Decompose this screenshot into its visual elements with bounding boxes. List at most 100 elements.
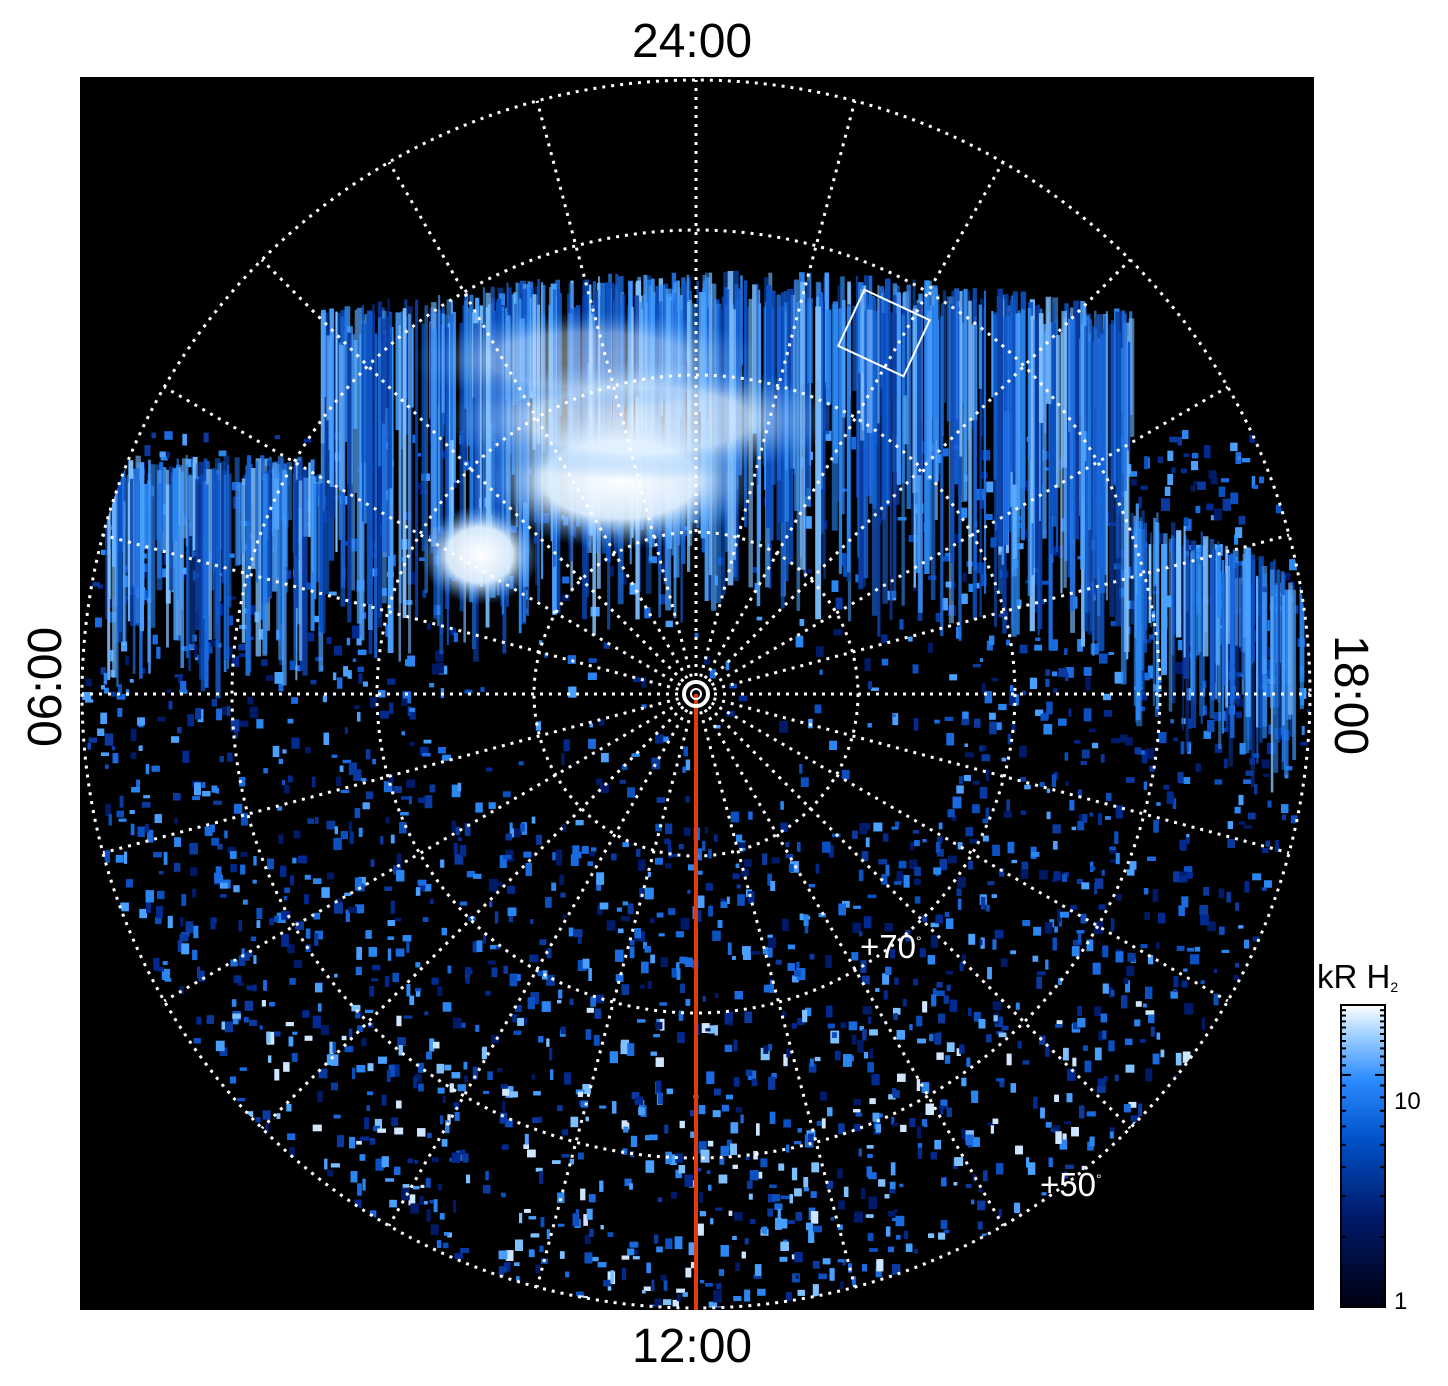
- noise-pixel: [1071, 946, 1080, 957]
- noise-pixel: [442, 1002, 452, 1012]
- noise-pixel: [485, 991, 491, 996]
- aurora-strand: [247, 455, 252, 673]
- noise-pixel: [523, 851, 532, 858]
- meridian-line: [712, 697, 1290, 855]
- noise-pixel: [1213, 712, 1222, 721]
- noise-pixel: [721, 1104, 730, 1112]
- aurora-strand: [852, 305, 858, 391]
- noise-pixel: [475, 1024, 480, 1032]
- aurora-strand: [303, 477, 309, 537]
- noise-pixel: [292, 1031, 298, 1035]
- noise-pixel: [1128, 1101, 1137, 1108]
- noise-pixel: [632, 1256, 640, 1260]
- noise-pixel: [1179, 839, 1187, 850]
- noise-pixel: [402, 691, 412, 704]
- noise-pixel: [1006, 1053, 1012, 1066]
- noise-pixel: [891, 826, 899, 830]
- noise-pixel: [185, 921, 194, 933]
- noise-pixel: [540, 1217, 545, 1228]
- noise-pixel: [754, 582, 758, 594]
- noise-pixel: [1051, 774, 1056, 787]
- noise-pixel: [1197, 481, 1206, 490]
- noise-pixel: [796, 961, 800, 970]
- noise-pixel: [888, 1094, 896, 1100]
- noise-pixel: [1207, 921, 1216, 932]
- noise-pixel: [946, 1107, 952, 1117]
- aurora-strand: [206, 469, 212, 640]
- noise-pixel: [1213, 993, 1219, 1006]
- noise-pixel: [343, 666, 348, 677]
- noise-pixel: [415, 988, 422, 992]
- noise-pixel: [1126, 869, 1135, 876]
- noise-pixel: [333, 1114, 341, 1119]
- noise-pixel: [712, 1110, 721, 1118]
- noise-pixel: [814, 704, 822, 714]
- noise-pixel: [905, 930, 911, 942]
- noise-pixel: [1111, 738, 1120, 744]
- aurora-strand: [188, 475, 193, 537]
- aurora-strand: [704, 272, 709, 361]
- noise-pixel: [100, 712, 107, 724]
- noise-pixel: [427, 1132, 432, 1138]
- noise-pixel: [1077, 932, 1082, 944]
- noise-pixel: [588, 1194, 596, 1203]
- noise-pixel: [961, 718, 970, 726]
- noise-pixel: [716, 1283, 722, 1290]
- noise-pixel: [986, 769, 990, 782]
- noise-pixel: [1234, 806, 1241, 814]
- noise-pixel: [218, 875, 224, 884]
- noise-pixel: [889, 1189, 896, 1194]
- noise-pixel: [1110, 918, 1115, 932]
- noise-pixel: [487, 960, 496, 965]
- noise-pixel: [866, 823, 871, 830]
- aurora-strand: [893, 295, 897, 435]
- noise-pixel: [745, 1155, 750, 1161]
- noise-pixel: [963, 775, 971, 782]
- noise-pixel: [274, 435, 280, 440]
- noise-pixel: [797, 842, 801, 852]
- noise-pixel: [1035, 709, 1044, 716]
- noise-pixel: [610, 1270, 614, 1284]
- noise-pixel: [968, 583, 975, 592]
- noise-pixel: [103, 672, 107, 685]
- noise-pixel: [1053, 871, 1061, 881]
- noise-pixel: [744, 1289, 751, 1302]
- noise-pixel: [502, 791, 511, 798]
- noise-pixel: [418, 797, 427, 803]
- aurora-strand: [1273, 584, 1279, 773]
- noise-pixel: [317, 1091, 323, 1103]
- noise-pixel: [635, 1249, 639, 1256]
- noise-pixel: [780, 801, 784, 810]
- noise-pixel: [1195, 505, 1201, 514]
- noise-pixel: [657, 1092, 663, 1105]
- noise-pixel: [987, 967, 992, 980]
- noise-pixel: [394, 917, 402, 922]
- aurora-strand: [446, 299, 452, 578]
- noise-pixel: [992, 1118, 999, 1124]
- noise-pixel: [535, 1264, 541, 1274]
- noise-pixel: [156, 646, 161, 659]
- noise-pixel: [429, 1038, 435, 1052]
- noise-pixel: [780, 1195, 790, 1200]
- noise-pixel: [1230, 492, 1239, 505]
- noise-pixel: [290, 875, 294, 886]
- noise-pixel: [619, 779, 626, 784]
- noise-pixel: [1110, 621, 1116, 627]
- noise-pixel: [706, 1071, 715, 1085]
- noise-pixel: [1090, 643, 1099, 655]
- aurora-strand: [1087, 332, 1092, 530]
- aurora-strand: [408, 313, 412, 654]
- noise-pixel: [1156, 942, 1160, 950]
- noise-pixel: [1033, 1096, 1038, 1109]
- noise-pixel: [101, 549, 109, 555]
- noise-pixel: [1077, 1005, 1082, 1016]
- noise-pixel: [795, 635, 804, 648]
- noise-pixel: [289, 660, 297, 671]
- noise-pixel: [1046, 701, 1053, 715]
- noise-pixel: [551, 882, 557, 891]
- noise-pixel: [293, 830, 301, 839]
- aurora-strand: [1015, 313, 1021, 510]
- noise-pixel: [323, 732, 329, 745]
- noise-pixel: [826, 1180, 834, 1189]
- noise-pixel: [130, 823, 135, 836]
